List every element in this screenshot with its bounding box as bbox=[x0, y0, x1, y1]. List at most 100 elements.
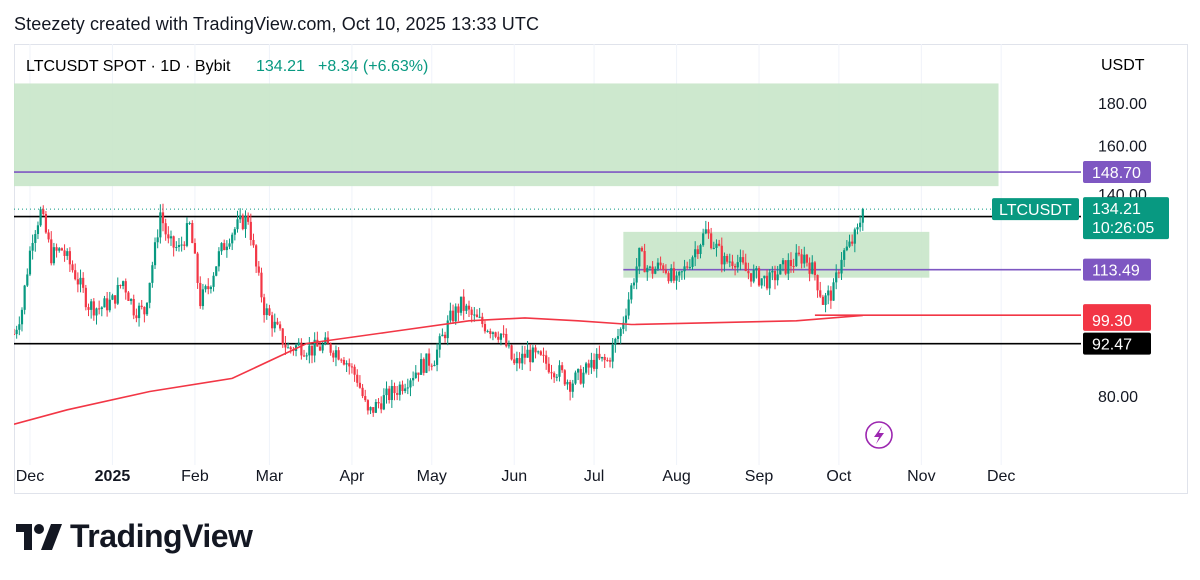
current-price-label[interactable]: 134.21 10:26:05 bbox=[1083, 197, 1169, 240]
candle-body bbox=[284, 344, 287, 348]
price-tick: 160.00 bbox=[1098, 139, 1147, 156]
candle-body bbox=[305, 355, 308, 357]
candle bbox=[316, 331, 319, 347]
candle bbox=[412, 371, 415, 387]
candle bbox=[201, 283, 205, 310]
candle-body bbox=[837, 272, 840, 274]
candle-body bbox=[651, 266, 654, 274]
candle-body bbox=[537, 351, 540, 353]
lightning-icon[interactable] bbox=[865, 421, 893, 449]
candle bbox=[215, 266, 218, 277]
candle bbox=[324, 332, 327, 346]
candle-body bbox=[608, 360, 612, 362]
candle-body bbox=[505, 333, 508, 347]
level-label-148-70[interactable]: 148.70 bbox=[1083, 161, 1151, 184]
candle-body bbox=[600, 356, 604, 359]
candle bbox=[454, 303, 457, 325]
candle bbox=[547, 357, 550, 374]
candle bbox=[406, 378, 409, 395]
candle bbox=[68, 247, 71, 272]
candle bbox=[755, 265, 758, 279]
candle-body bbox=[720, 245, 723, 265]
level-label-92-47[interactable]: 92.47 bbox=[1083, 332, 1151, 355]
candle-body bbox=[196, 253, 199, 283]
candle bbox=[129, 298, 133, 305]
candle bbox=[773, 265, 777, 290]
candle bbox=[587, 359, 590, 375]
candle bbox=[441, 328, 444, 337]
candle bbox=[851, 234, 854, 247]
candle-body bbox=[164, 223, 167, 235]
candle-body bbox=[406, 387, 409, 389]
candle-body bbox=[183, 244, 186, 246]
candle-body bbox=[576, 369, 580, 373]
candle-body bbox=[451, 310, 455, 322]
candle bbox=[172, 235, 175, 257]
candle bbox=[318, 341, 322, 352]
candle bbox=[433, 360, 436, 367]
candle-body bbox=[135, 315, 138, 319]
candle-body bbox=[271, 315, 274, 329]
candle-body bbox=[15, 329, 18, 335]
candle-body bbox=[741, 257, 745, 263]
candle-body bbox=[760, 278, 763, 286]
candle bbox=[111, 293, 114, 301]
candle-body bbox=[260, 272, 263, 298]
candle-body bbox=[366, 400, 369, 411]
candle-body bbox=[521, 353, 524, 364]
candle-body bbox=[584, 363, 588, 373]
time-tick: Jun bbox=[501, 468, 527, 485]
candle bbox=[443, 331, 447, 343]
ma-price-label[interactable]: 99.30 bbox=[1083, 308, 1151, 331]
candle bbox=[513, 353, 516, 365]
candle bbox=[808, 257, 811, 282]
candle bbox=[805, 253, 809, 267]
candle bbox=[478, 307, 481, 319]
moving-average-line bbox=[14, 314, 863, 425]
symbol-price-label[interactable]: LTCUSDT bbox=[992, 198, 1079, 221]
candle-body bbox=[382, 395, 385, 410]
candle bbox=[286, 342, 290, 349]
candle-body bbox=[529, 349, 532, 363]
candle bbox=[356, 369, 359, 387]
candle bbox=[92, 298, 95, 321]
candle bbox=[499, 333, 503, 346]
candle-body bbox=[231, 234, 234, 244]
candle bbox=[39, 206, 42, 227]
candle bbox=[310, 345, 314, 364]
candle bbox=[191, 220, 194, 244]
candle bbox=[529, 344, 532, 372]
candle bbox=[619, 327, 622, 344]
candle-body bbox=[151, 265, 154, 283]
candle-body bbox=[688, 266, 691, 268]
candle bbox=[515, 351, 519, 372]
current-price-bg bbox=[1083, 197, 1169, 240]
candle bbox=[561, 362, 564, 373]
candle-body bbox=[52, 247, 56, 264]
candle-body bbox=[185, 223, 189, 246]
candle-body bbox=[616, 336, 620, 339]
candle bbox=[792, 258, 795, 273]
candle bbox=[15, 325, 18, 339]
candle bbox=[624, 308, 628, 332]
candle bbox=[558, 360, 561, 382]
candle-body bbox=[811, 262, 814, 274]
candle bbox=[114, 295, 117, 309]
candle-body bbox=[345, 363, 348, 365]
candle bbox=[739, 249, 742, 271]
candle bbox=[430, 363, 433, 371]
candle bbox=[358, 375, 362, 389]
level-label-113-49[interactable]: 113.49 bbox=[1083, 258, 1151, 281]
price-chart[interactable]: Dec 2025 Feb Mar Apr May Jun Jul Aug Sep Oct Nov Dec… bbox=[14, 44, 1188, 494]
candle-body bbox=[159, 212, 162, 238]
candle-body bbox=[805, 254, 809, 263]
candle bbox=[462, 289, 465, 320]
candle-body bbox=[813, 262, 817, 276]
candle-body bbox=[670, 268, 673, 282]
level-label-148-70-bg bbox=[1083, 161, 1151, 184]
time-tick: Oct bbox=[826, 468, 851, 485]
candle-body bbox=[715, 243, 718, 248]
candle-body bbox=[611, 344, 614, 362]
candle bbox=[611, 338, 614, 369]
candle bbox=[438, 333, 441, 358]
